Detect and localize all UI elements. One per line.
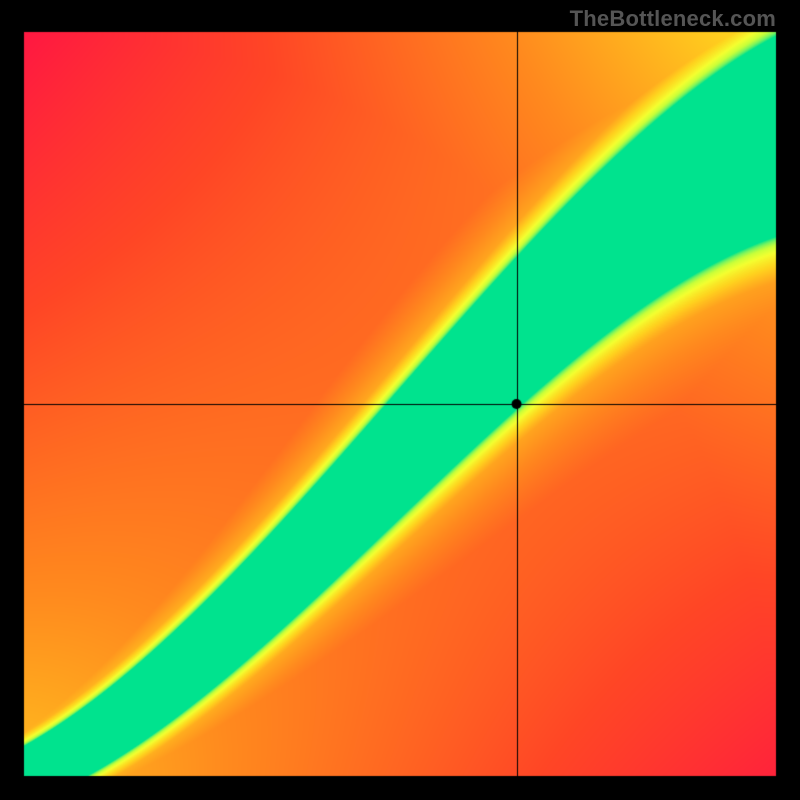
watermark-text: TheBottleneck.com <box>570 6 776 32</box>
chart-container: TheBottleneck.com <box>0 0 800 800</box>
heatmap-canvas <box>0 0 800 800</box>
